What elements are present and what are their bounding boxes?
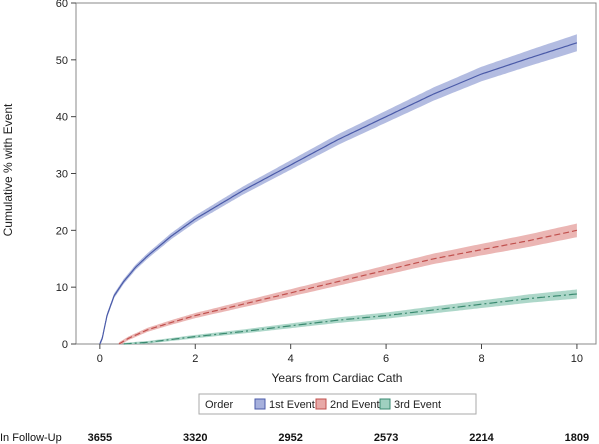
legend-entry-3: 3rd Event <box>394 399 441 411</box>
follow-up-count: 3320 <box>183 432 207 444</box>
follow-up-row: In Follow-Up 3655 3320 2952 2573 2214 1809 <box>0 432 589 444</box>
x-tick-label: 8 <box>478 353 484 365</box>
follow-up-count: 1809 <box>565 432 589 444</box>
follow-up-label: In Follow-Up <box>0 432 62 444</box>
follow-up-count: 2573 <box>374 432 398 444</box>
confidence-band-3 <box>123 289 577 344</box>
confidence-band-2 <box>118 223 577 344</box>
y-tick-label: 40 <box>56 112 68 124</box>
x-tick-label: 0 <box>97 353 103 365</box>
confidence-bands <box>99 34 577 345</box>
follow-up-count: 2952 <box>278 432 302 444</box>
series-line-1 <box>99 42 578 345</box>
x-tick-label: 2 <box>192 353 198 365</box>
legend-box <box>198 393 477 415</box>
series-line-2 <box>118 229 578 345</box>
legend: Order 1st Event 2nd Event 3rd Event <box>198 393 477 415</box>
x-tick-label: 6 <box>383 353 389 365</box>
y-tick-label: 10 <box>56 282 68 294</box>
y-axis-ticks: 0 10 20 30 40 50 60 <box>56 0 76 351</box>
legend-swatch-2 <box>315 398 327 410</box>
plot-area-frame <box>75 2 597 345</box>
confidence-band-1 <box>99 34 577 345</box>
x-axis-title: Years from Cardiac Cath <box>272 371 403 385</box>
legend-swatch-1 <box>254 398 266 410</box>
legend-entry-1: 1st Event <box>269 399 315 411</box>
legend-title: Order <box>205 399 233 411</box>
follow-up-count: 2214 <box>469 432 494 444</box>
y-tick-label: 50 <box>56 55 68 67</box>
series-lines <box>99 42 578 345</box>
y-tick-label: 30 <box>56 169 68 181</box>
x-tick-label: 10 <box>571 353 583 365</box>
legend-entry-2: 2nd Event <box>330 399 380 411</box>
y-tick-label: 60 <box>56 0 68 10</box>
x-axis-ticks: 0 2 4 6 8 10 <box>97 344 583 365</box>
y-axis-title: Cumulative % with Event <box>1 103 15 236</box>
x-tick-label: 4 <box>288 353 294 365</box>
plot-frame <box>75 2 597 345</box>
y-tick-label: 20 <box>56 225 68 237</box>
y-tick-label: 0 <box>62 339 68 351</box>
follow-up-count: 3655 <box>88 432 112 444</box>
legend-swatch-3 <box>379 398 391 410</box>
